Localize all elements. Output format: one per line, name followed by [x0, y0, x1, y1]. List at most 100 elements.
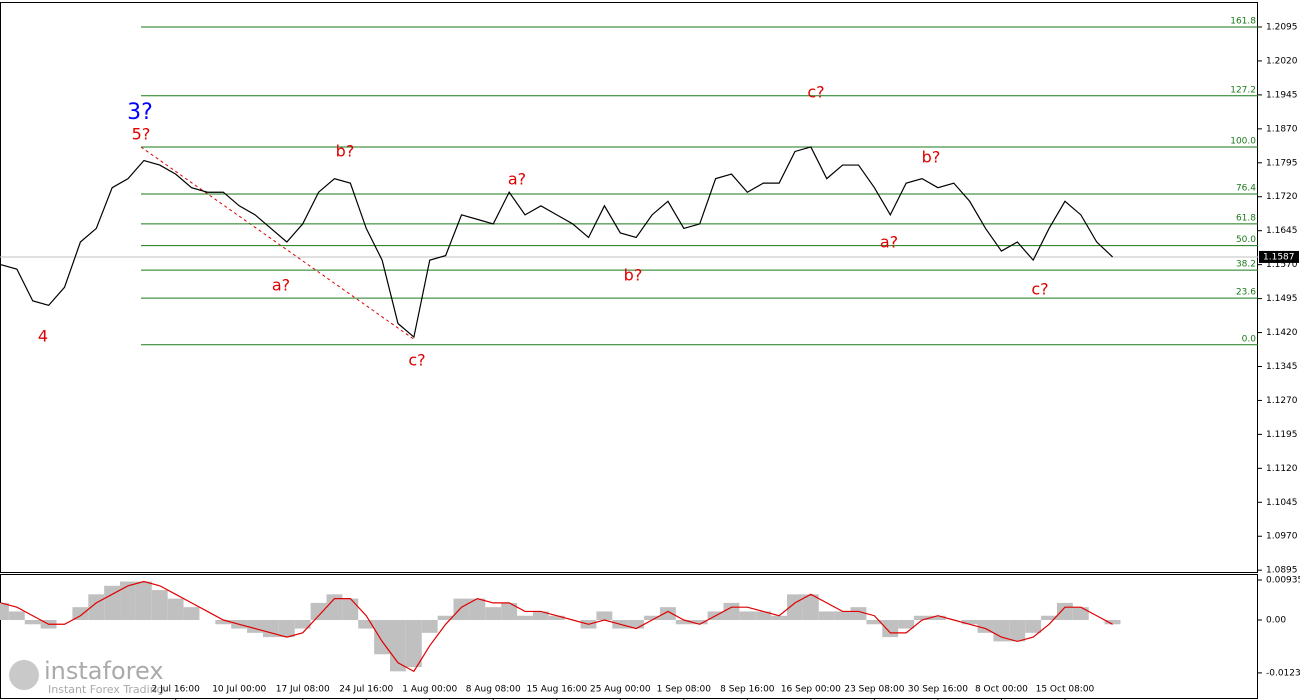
x-tick-label: 23 Sep 08:00 — [844, 685, 904, 695]
macd-bar — [644, 615, 660, 621]
y-tick-label: 1.0895 — [1266, 566, 1298, 576]
x-tick-label: 24 Jul 16:00 — [339, 685, 393, 695]
wave-label: c? — [1031, 280, 1048, 299]
y-tick-label: 1.1495 — [1266, 294, 1298, 304]
wave-label: 4 — [38, 327, 48, 346]
x-tick-label: 15 Oct 08:00 — [1036, 685, 1095, 695]
y-tick-label: 1.1045 — [1266, 498, 1298, 508]
macd-bar — [421, 620, 438, 633]
macd-bar — [596, 611, 613, 621]
fib-label: 50.0 — [1236, 235, 1256, 245]
macd-bar — [1056, 602, 1073, 621]
macd-bar — [278, 620, 295, 638]
macd-bar — [405, 620, 422, 668]
wave-label: c? — [807, 83, 824, 102]
y-tick-label: 1.1795 — [1266, 158, 1298, 168]
last-price-label: 1.1587 — [1263, 252, 1295, 262]
wave-label: a? — [272, 276, 290, 295]
macd-bar — [1025, 620, 1042, 633]
y-tick-label: 1.1270 — [1266, 396, 1298, 406]
x-tick-label: 25 Aug 00:00 — [590, 685, 651, 695]
macd-bar — [675, 620, 692, 625]
fib-label: 161.8 — [1230, 16, 1256, 26]
fib-label: 76.4 — [1236, 184, 1256, 194]
macd-bar — [929, 615, 946, 621]
y-tick-label: 1.1720 — [1266, 192, 1298, 202]
y-tick-label: 1.1570 — [1266, 260, 1298, 270]
price-frame — [0, 2, 1258, 573]
macd-bar — [771, 615, 787, 621]
price-line — [0, 146, 1114, 339]
y-tick-label: 1.0970 — [1266, 532, 1298, 542]
macd-bar — [167, 598, 184, 621]
macd-bar — [548, 615, 565, 621]
macd-bar — [437, 615, 454, 621]
macd-bar — [294, 620, 311, 629]
macd-bar — [104, 585, 121, 621]
macd-frame — [0, 574, 1258, 699]
macd-bar — [215, 620, 232, 625]
macd-bar — [818, 611, 835, 621]
macd-bar — [72, 607, 89, 621]
macd-bar — [310, 602, 327, 621]
y-tick-label: 0.00 — [1266, 616, 1286, 626]
x-tick-label: 1 Sep 08:00 — [657, 685, 712, 695]
fib-label: 23.6 — [1236, 288, 1256, 298]
last-price-box — [1259, 250, 1299, 263]
y-tick-label: 1.1120 — [1266, 464, 1298, 474]
macd-bar — [1009, 620, 1026, 642]
macd-bar — [961, 620, 978, 625]
wave-connector — [140, 146, 416, 341]
macd-bar — [0, 602, 9, 621]
y-tick-label: 1.2020 — [1266, 56, 1298, 66]
fib-label: 61.8 — [1236, 213, 1256, 223]
macd-bar — [469, 598, 486, 621]
y-tick-label: 1.1870 — [1266, 124, 1298, 134]
macd-bar — [914, 615, 930, 621]
wave-label: b? — [922, 148, 941, 167]
tagline: Instant Forex Trading — [48, 683, 164, 696]
macd-bar — [882, 620, 899, 638]
macd-bar — [1041, 615, 1057, 621]
macd-bar — [532, 611, 549, 621]
y-tick-label: 1.1420 — [1266, 328, 1298, 338]
macd-bar — [1072, 607, 1089, 621]
macd-bar — [342, 598, 359, 621]
y-tick-label: -0.01236 — [1266, 668, 1300, 678]
wave-label: 5? — [132, 125, 151, 144]
fib-label: 100.0 — [1230, 136, 1256, 146]
y-tick-label: 1.1645 — [1266, 226, 1298, 236]
macd-bar — [898, 620, 915, 629]
macd-bar — [659, 607, 676, 621]
macd-bar — [262, 620, 279, 638]
macd-bar — [802, 594, 819, 621]
macd-bar — [151, 590, 168, 621]
x-tick-label: 8 Aug 08:00 — [466, 685, 521, 695]
macd-bar — [8, 611, 25, 621]
macd-bar — [326, 594, 343, 621]
fib-label: 127.2 — [1230, 85, 1256, 95]
macd-bar — [723, 602, 740, 621]
macd-bar — [628, 620, 645, 629]
x-tick-label: 16 Sep 00:00 — [781, 685, 841, 695]
macd-bar — [390, 620, 406, 672]
x-tick-label: 30 Sep 16:00 — [908, 685, 968, 695]
wave-label: 3? — [127, 100, 153, 125]
macd-bar — [739, 611, 756, 621]
x-tick-label: 17 Jul 08:00 — [276, 685, 330, 695]
wave-label: c? — [408, 351, 425, 370]
macd-bar — [453, 598, 470, 621]
wave-label: a? — [508, 170, 526, 189]
x-tick-label: 2 Jul 16:00 — [152, 685, 201, 695]
macd-bar — [135, 581, 152, 621]
macd-bar — [691, 620, 708, 625]
macd-bar — [993, 620, 1010, 642]
x-tick-label: 10 Jul 00:00 — [212, 685, 266, 695]
x-tick-label: 8 Oct 00:00 — [975, 685, 1028, 695]
macd-bar — [517, 615, 533, 621]
macd-bar — [866, 620, 883, 625]
wave-label: b? — [624, 266, 643, 285]
macd-bar — [834, 611, 851, 621]
